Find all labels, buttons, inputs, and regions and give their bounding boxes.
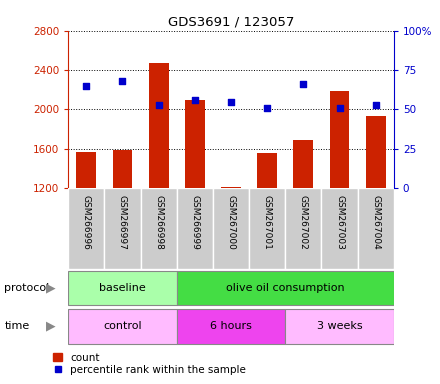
Text: GSM267001: GSM267001 [263,195,271,250]
Bar [293,141,313,188]
Bar [140,188,177,269]
Point [372,102,379,108]
Text: baseline: baseline [99,283,146,293]
Text: 6 hours: 6 hours [210,321,252,331]
Point [264,105,271,111]
Bar [330,91,349,188]
Bar [77,152,96,188]
Point [119,78,126,84]
Text: GSM267000: GSM267000 [227,195,235,250]
Text: ▶: ▶ [46,281,55,295]
Text: GSM267004: GSM267004 [371,195,380,249]
Text: GSM267002: GSM267002 [299,195,308,249]
Text: protocol: protocol [4,283,50,293]
Bar [249,188,285,269]
Bar [285,309,394,344]
Bar [221,187,241,188]
Text: olive oil consumption: olive oil consumption [226,283,345,293]
Text: ▶: ▶ [46,320,55,333]
Bar [68,188,104,269]
Bar [104,188,140,269]
Bar [257,153,277,188]
Text: GSM266996: GSM266996 [82,195,91,250]
Bar [358,188,394,269]
Bar [285,188,322,269]
Point [191,97,198,103]
Bar [68,271,177,305]
Bar [68,309,177,344]
Bar [177,271,394,305]
Bar [149,63,169,188]
Title: GDS3691 / 123057: GDS3691 / 123057 [168,15,294,28]
Point [336,105,343,111]
Legend: count, percentile rank within the sample: count, percentile rank within the sample [51,351,248,377]
Text: 3 weeks: 3 weeks [317,321,363,331]
Bar [177,309,285,344]
Text: control: control [103,321,142,331]
Bar [213,188,249,269]
Text: time: time [4,321,29,331]
Bar [177,188,213,269]
Text: GSM267003: GSM267003 [335,195,344,250]
Point [155,102,162,108]
Bar [185,100,205,188]
Bar [366,116,386,188]
Point [83,83,90,89]
Point [227,98,235,104]
Text: GSM266997: GSM266997 [118,195,127,250]
Bar [113,150,132,188]
Text: GSM266998: GSM266998 [154,195,163,250]
Point [300,81,307,87]
Text: GSM266999: GSM266999 [191,195,199,250]
Bar [322,188,358,269]
